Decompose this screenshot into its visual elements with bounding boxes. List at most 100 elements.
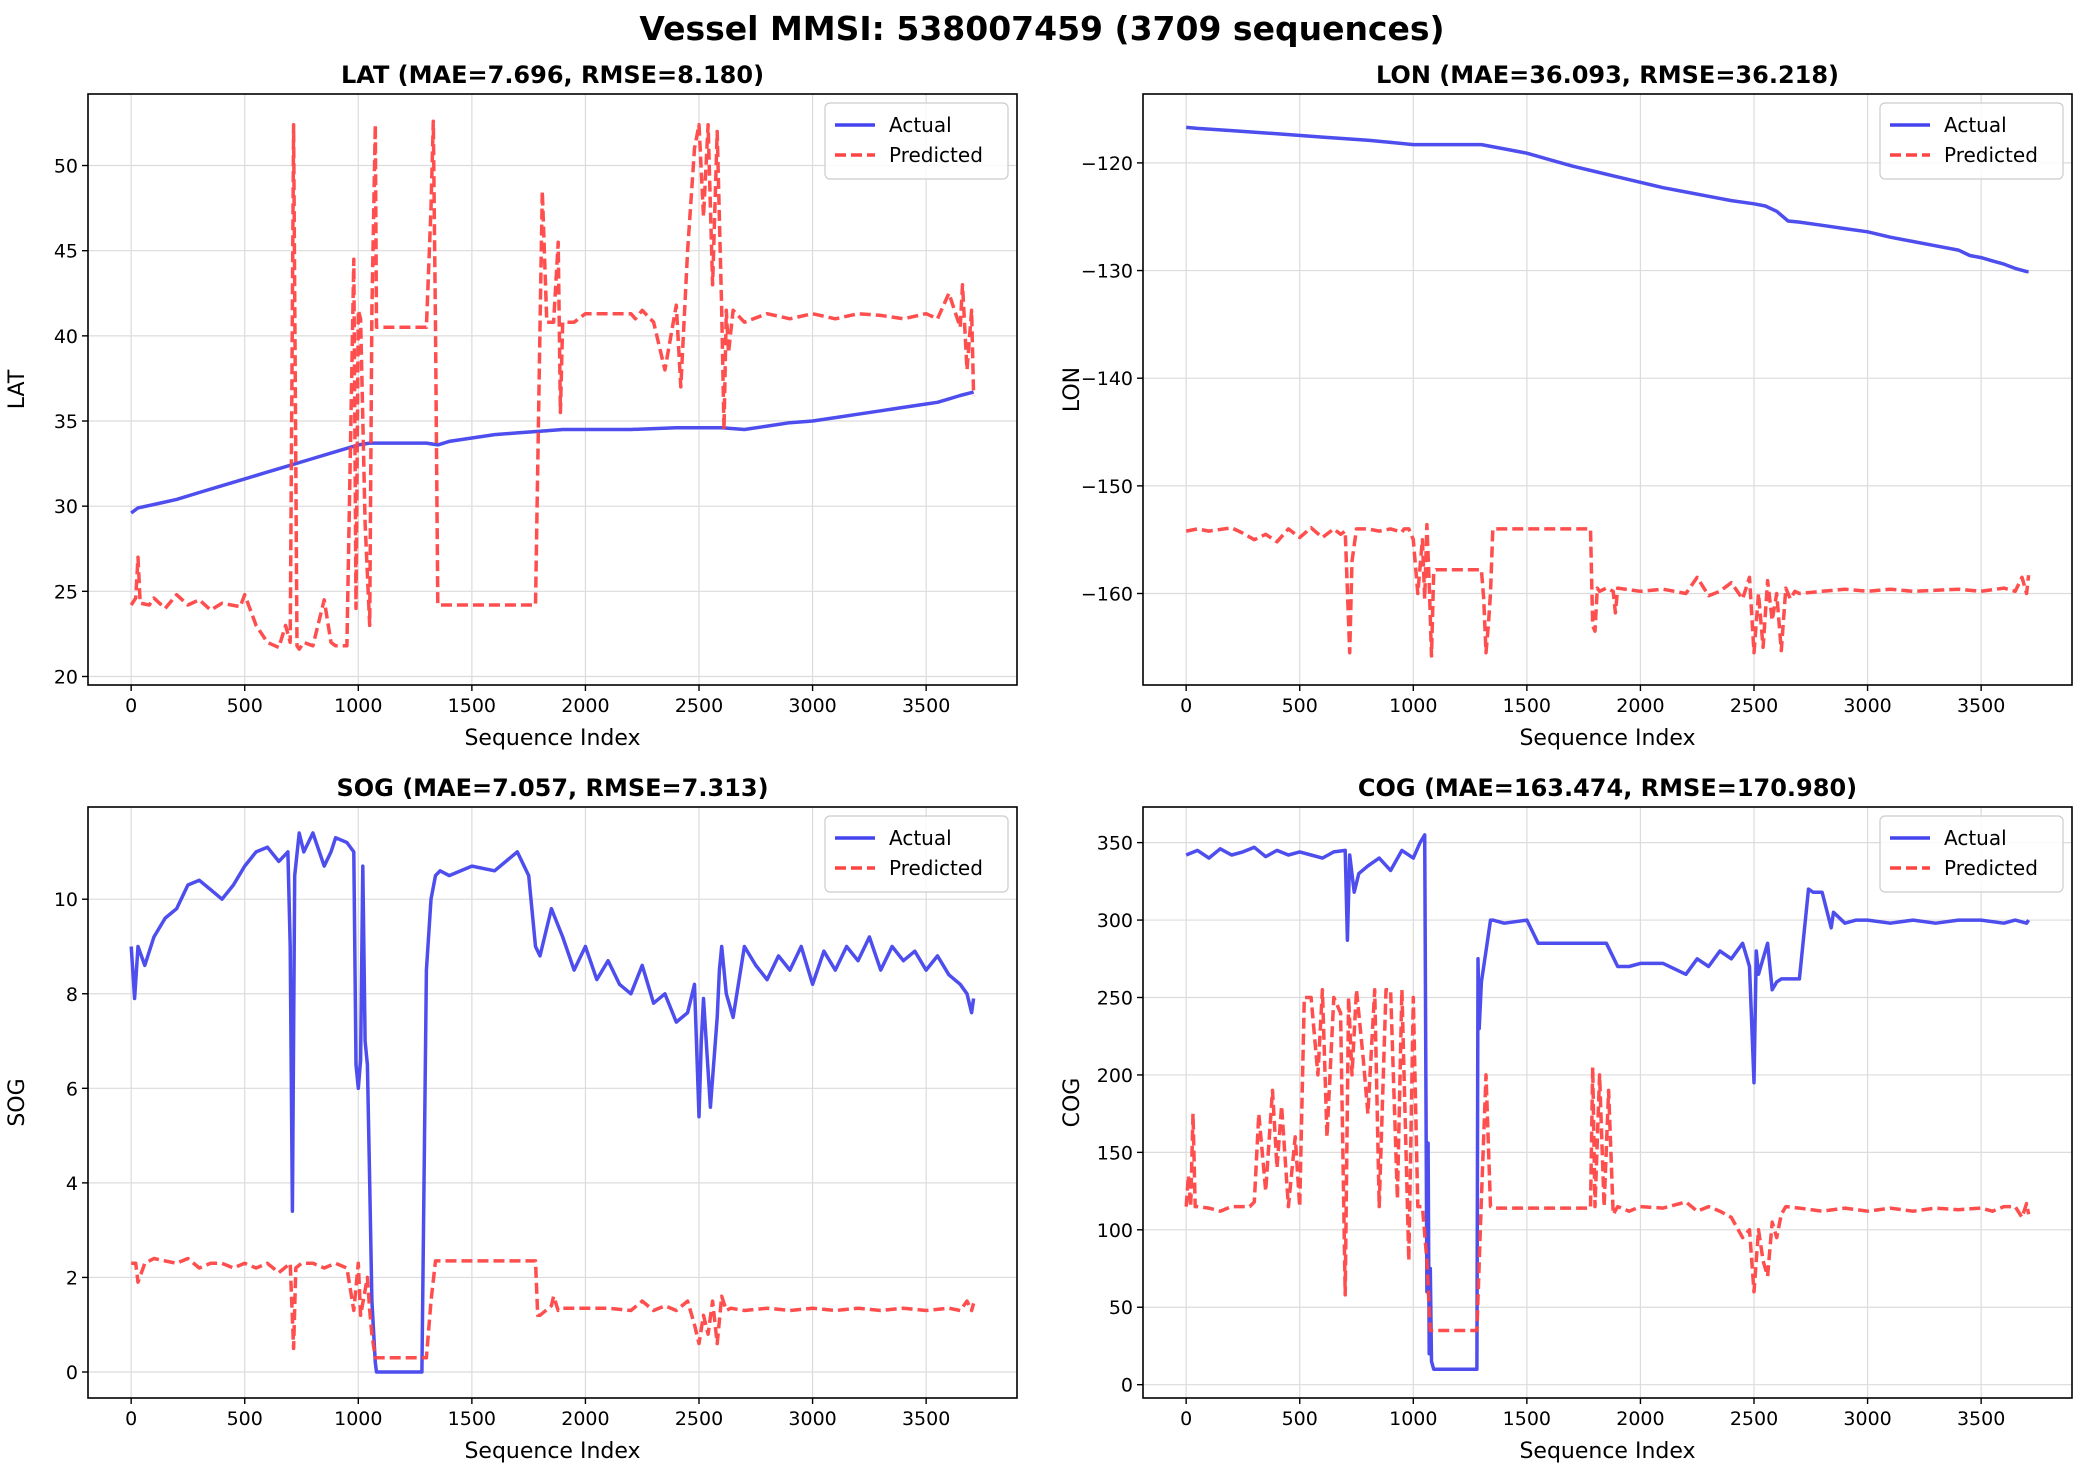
lat-axes-frame [87, 93, 1018, 686]
cog-x-tick-label: 0 [1180, 1408, 1192, 1430]
cog-x-tick-label: 3500 [1957, 1408, 2005, 1430]
lat-y-axis-label: LAT [5, 369, 30, 409]
sog-legend-box [824, 815, 1009, 893]
cog-legend-label-actual: Actual [1944, 826, 2007, 850]
lat-title: LAT (MAE=7.696, RMSE=8.180) [341, 61, 764, 89]
sog-legend-label-predicted: Predicted [889, 856, 983, 880]
cog-x-tick-label: 2500 [1730, 1408, 1778, 1430]
cog-y-tick-label: 200 [1097, 1065, 1133, 1087]
lat-y-tick-label: 30 [54, 496, 78, 518]
cog-x-axis-label: Sequence Index [1519, 1439, 1695, 1464]
cog-x-tick-label: 1000 [1389, 1408, 1437, 1430]
sog-y-tick-label: 4 [66, 1173, 78, 1195]
lat-subplot: 0 500 1000 1500 2000 2500 3000 3500 20 25 30 35 40 45… [5, 61, 1018, 751]
sog-y-axis-label: SOG [5, 1078, 30, 1126]
lat-x-axis-label: Sequence Index [464, 726, 640, 751]
lat-y-tick-label: 45 [54, 241, 78, 263]
sog-x-tick-label: 500 [227, 1408, 263, 1430]
lat-x-tick-label: 500 [227, 695, 263, 717]
cog-y-axis-label: COG [1060, 1078, 1085, 1128]
lon-x-axis-label: Sequence Index [1519, 726, 1695, 751]
lon-y-tick-label: −120 [1081, 153, 1133, 175]
lon-subplot: 0 500 1000 1500 2000 2500 3000 3500 −160 −150 −140… [1060, 61, 2073, 751]
lon-x-tick-label: 3500 [1957, 695, 2005, 717]
lon-x-tick-label: 1500 [1503, 695, 1551, 717]
sog-y-tick-label: 0 [66, 1362, 78, 1384]
sog-y-tick-label: 10 [54, 889, 78, 911]
lon-x-tick-label: 1000 [1389, 695, 1437, 717]
cog-y-tick-label: 350 [1097, 833, 1133, 855]
lon-legend-label-predicted: Predicted [1944, 143, 2038, 167]
cog-axes-frame [1142, 806, 2073, 1399]
cog-y-tick-label: 150 [1097, 1142, 1133, 1164]
lat-y-tick-label: 35 [54, 411, 78, 433]
lon-y-tick-label: −130 [1081, 261, 1133, 283]
lon-legend: Actual Predicted [1879, 102, 2064, 180]
lat-x-tick-label: 3500 [902, 695, 950, 717]
lat-legend-label-actual: Actual [889, 113, 952, 137]
lon-x-tick-label: 0 [1180, 695, 1192, 717]
lat-legend-box [824, 102, 1009, 180]
cog-y-tick-label: 100 [1097, 1220, 1133, 1242]
sog-subplot: 0 500 1000 1500 2000 2500 3000 3500 0 2 4 6 8 10 SOG (… [5, 774, 1018, 1464]
sog-y-tick-label: 2 [66, 1267, 78, 1289]
lon-legend-box [1879, 102, 2064, 180]
sog-x-tick-label: 3000 [788, 1408, 836, 1430]
cog-y-tick-label: 300 [1097, 910, 1133, 932]
cog-x-tick-label: 2000 [1616, 1408, 1664, 1430]
lon-legend-label-actual: Actual [1944, 113, 2007, 137]
cog-y-tick-label: 250 [1097, 987, 1133, 1009]
lat-y-tick-label: 25 [54, 581, 78, 603]
cog-actual-line [1185, 833, 2031, 1371]
sog-axes-frame [87, 806, 1018, 1399]
cog-x-tick-label: 1500 [1503, 1408, 1551, 1430]
lat-predicted-line [129, 119, 976, 651]
sog-y-tick-label: 6 [66, 1078, 78, 1100]
sog-actual-line [129, 831, 976, 1374]
cog-y-tick-label: 50 [1109, 1297, 1133, 1319]
sog-x-tick-label: 2000 [561, 1408, 609, 1430]
sog-x-axis-label: Sequence Index [464, 1439, 640, 1464]
cog-predicted-line [1184, 988, 2031, 1333]
sog-series-group [129, 831, 976, 1374]
lon-y-axis-label: LON [1060, 367, 1085, 412]
lat-x-tick-label: 3000 [788, 695, 836, 717]
cog-x-tick-label: 3000 [1843, 1408, 1891, 1430]
cog-legend-box [1879, 815, 2064, 893]
sog-x-tick-label: 2500 [675, 1408, 723, 1430]
sog-legend: Actual Predicted [824, 815, 1009, 893]
lon-title: LON (MAE=36.093, RMSE=36.218) [1376, 61, 1839, 89]
lat-legend: Actual Predicted [824, 102, 1009, 180]
lon-x-tick-label: 2500 [1730, 695, 1778, 717]
sog-title: SOG (MAE=7.057, RMSE=7.313) [336, 774, 768, 802]
figure-suptitle: Vessel MMSI: 538007459 (3709 sequences) [639, 9, 1444, 48]
lat-y-tick-label: 40 [54, 326, 78, 348]
lon-y-tick-label: −140 [1081, 368, 1133, 390]
subplots: 0 500 1000 1500 2000 2500 3000 3500202530354045… [5, 61, 2073, 1464]
lat-x-tick-label: 1000 [334, 695, 382, 717]
lon-x-tick-label: 3000 [1843, 695, 1891, 717]
lat-x-tick-label: 2000 [561, 695, 609, 717]
lon-x-tick-label: 2000 [1616, 695, 1664, 717]
sog-x-tick-label: 0 [125, 1408, 137, 1430]
cog-title: COG (MAE=163.474, RMSE=170.980) [1358, 774, 1857, 802]
lon-y-tick-label: −150 [1081, 476, 1133, 498]
lat-y-tick-label: 50 [54, 156, 78, 178]
cog-legend-label-predicted: Predicted [1944, 856, 2038, 880]
lat-legend-label-predicted: Predicted [889, 143, 983, 167]
cog-legend: Actual Predicted [1879, 815, 2064, 893]
lon-actual-line [1186, 125, 2029, 274]
lat-actual-line [130, 390, 975, 515]
sog-x-tick-label: 1500 [448, 1408, 496, 1430]
lat-x-tick-label: 0 [125, 695, 137, 717]
lon-y-tick-label: −160 [1081, 583, 1133, 605]
lat-x-tick-label: 2500 [675, 695, 723, 717]
sog-x-tick-label: 3500 [902, 1408, 950, 1430]
sog-predicted-line [131, 1256, 976, 1360]
lon-predicted-line [1185, 522, 2031, 658]
cog-series-group [1184, 833, 2031, 1371]
cog-y-tick-label: 0 [1121, 1375, 1133, 1397]
sog-x-tick-label: 1000 [334, 1408, 382, 1430]
lon-x-tick-label: 500 [1282, 695, 1318, 717]
